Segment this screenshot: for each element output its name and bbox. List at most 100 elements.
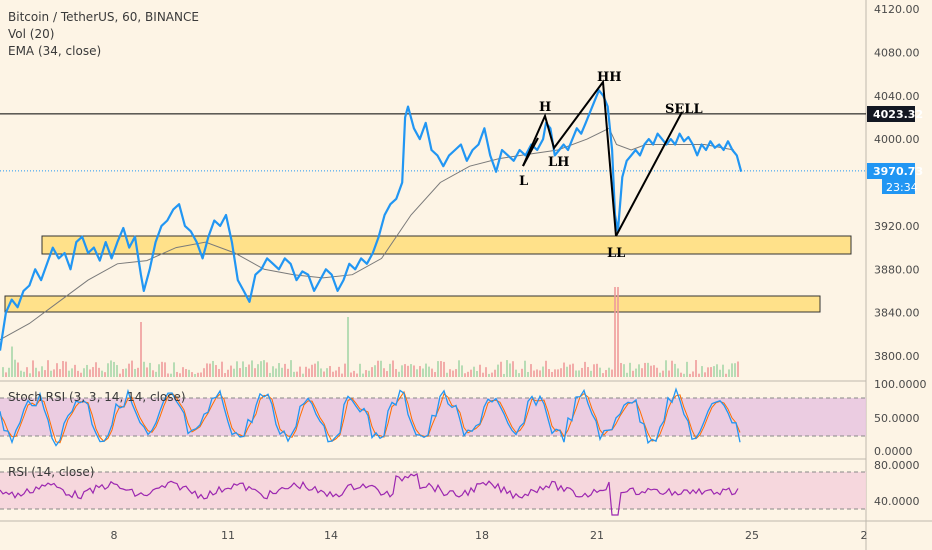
volume-bar — [404, 364, 406, 377]
swing-trendline[interactable] — [522, 79, 617, 237]
volume-bar — [308, 368, 310, 377]
volume-bar — [725, 373, 727, 377]
volume-bar — [323, 371, 325, 377]
volume-bar — [200, 372, 202, 377]
volume-bar — [713, 366, 715, 377]
volume-bar — [734, 363, 736, 377]
volume-bar — [206, 363, 208, 377]
volume-bar — [470, 369, 472, 377]
volume-bar — [275, 368, 277, 377]
volume-bar — [11, 346, 13, 377]
volume-bar — [425, 363, 427, 377]
rsi-label: RSI (14, close) — [8, 465, 94, 479]
volume-bar — [266, 362, 268, 377]
volume-bar — [605, 370, 607, 377]
volume-bar — [86, 364, 88, 377]
volume-bar — [671, 360, 673, 377]
support-zone-upper[interactable] — [41, 235, 852, 255]
volume-bar — [278, 363, 280, 377]
volume-bar — [299, 366, 301, 377]
volume-bar — [164, 362, 166, 377]
volume-bar — [521, 368, 523, 377]
volume-bar — [419, 366, 421, 377]
stoch-tick-label: 100.0000 — [874, 378, 927, 391]
price-tick-label: 4040.00 — [874, 90, 920, 103]
volume-bar — [398, 371, 400, 377]
volume-bar — [650, 365, 652, 377]
volume-bar — [494, 369, 496, 377]
volume-bar — [359, 363, 361, 377]
rsi-line — [0, 473, 739, 516]
volume-bar — [173, 362, 175, 377]
volume-bar — [683, 373, 685, 377]
volume-bar — [161, 361, 163, 377]
time-axis[interactable]: 8 11 14 18 21 25 2 — [111, 529, 868, 542]
volume-bar — [692, 371, 694, 377]
volume-bar — [401, 365, 403, 377]
swing-leg-l-h[interactable] — [522, 137, 539, 167]
volume-bar — [5, 372, 7, 377]
volume-bar — [59, 369, 61, 377]
volume-bar — [227, 369, 229, 377]
volume-bar — [113, 361, 115, 377]
volume-bar — [407, 365, 409, 377]
volume-bar — [566, 366, 568, 377]
volume-bar — [602, 373, 604, 377]
volume-bar — [614, 287, 616, 377]
volume-bar — [500, 361, 502, 377]
volume-bar — [41, 366, 43, 377]
volume-bar — [737, 361, 739, 377]
price-line[interactable] — [0, 89, 743, 351]
volume-bar — [377, 360, 379, 377]
symbol-legend[interactable]: Bitcoin / TetherUS, 60, BINANCE — [8, 10, 199, 24]
volume-legend[interactable]: Vol (20) — [8, 27, 54, 41]
volume-bar — [518, 373, 520, 377]
time-tick-label: 18 — [475, 529, 489, 542]
volume-bar — [26, 367, 28, 377]
volume-bar — [194, 373, 196, 377]
volume-bar — [476, 370, 478, 377]
volume-bar — [392, 360, 394, 377]
volume-bar — [455, 369, 457, 377]
sell-trendline[interactable] — [615, 111, 683, 237]
price-axis[interactable]: 4120.00 4080.00 4040.00 4000.00 3920.00 3880.… — [874, 3, 920, 363]
volume-bar — [332, 371, 334, 377]
volume-bar — [293, 371, 295, 377]
volume-bar — [215, 365, 217, 377]
support-zone-lower[interactable] — [4, 295, 821, 313]
volume-bar — [530, 364, 532, 377]
rsi-axis: 80.0000 40.0000 — [874, 459, 920, 508]
volume-bar — [224, 373, 226, 377]
volume-bar — [503, 373, 505, 377]
rsi-tick-label: 80.0000 — [874, 459, 920, 472]
volume-bar — [338, 366, 340, 377]
volume-bar — [35, 367, 37, 377]
volume-bar — [119, 373, 121, 377]
price-tick-label: 3880.00 — [874, 263, 920, 276]
stoch-tick-label: 50.0000 — [874, 412, 920, 425]
volume-bar — [437, 361, 439, 377]
volume-bar — [548, 369, 550, 377]
ema-legend[interactable]: EMA (34, close) — [8, 44, 101, 58]
stoch-k-line — [0, 387, 741, 447]
volume-bar — [611, 369, 613, 377]
volume-bar — [446, 372, 448, 377]
volume-bar — [284, 363, 286, 377]
volume-bar — [704, 372, 706, 377]
volume-bar — [14, 359, 16, 377]
rsi-band — [0, 472, 866, 509]
volume-bar — [62, 361, 64, 377]
volume-bar — [47, 360, 49, 377]
volume-bar — [569, 364, 571, 377]
time-tick-label: 21 — [590, 529, 604, 542]
volume-bar — [515, 369, 517, 377]
volume-bar — [362, 373, 364, 377]
volume-bar — [152, 370, 154, 377]
volume-bar — [20, 370, 22, 377]
volume-bar — [665, 360, 667, 377]
volume-bar — [647, 362, 649, 377]
volume-bar — [98, 367, 100, 377]
volume-bar — [92, 367, 94, 377]
